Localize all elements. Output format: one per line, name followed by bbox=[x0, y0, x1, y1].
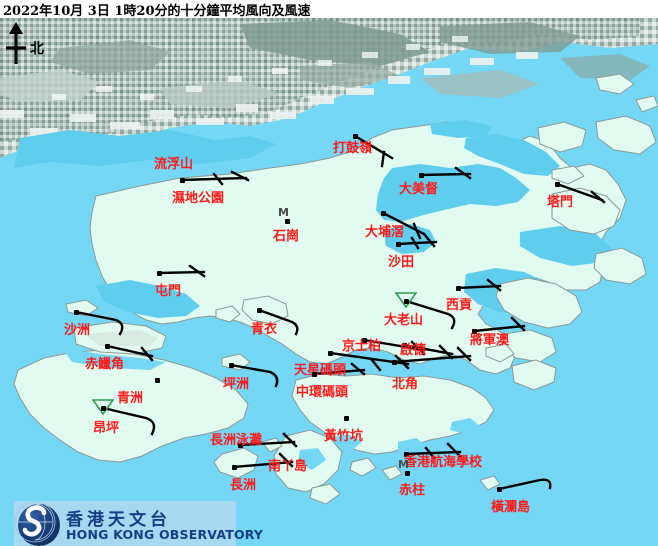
station-label: 屯門 bbox=[155, 284, 182, 299]
station-label: 北角 bbox=[392, 377, 419, 392]
station-dot[interactable] bbox=[405, 471, 410, 476]
station-label: 赤柱 bbox=[399, 483, 426, 498]
station-dot[interactable] bbox=[419, 173, 424, 178]
station-dot[interactable] bbox=[456, 286, 461, 291]
station-label: 石崗 bbox=[273, 229, 300, 244]
station-dot[interactable] bbox=[285, 219, 290, 224]
station-label: 啟德 bbox=[400, 343, 427, 358]
station-label: 香港航海學校 bbox=[404, 455, 483, 470]
station-dot[interactable] bbox=[344, 416, 349, 421]
station-label: 沙洲 bbox=[64, 323, 91, 338]
station-label: 坪洲 bbox=[223, 377, 250, 392]
station-label: 西貢 bbox=[446, 298, 473, 313]
station-label: 昂坪 bbox=[93, 421, 120, 436]
station-label: 長洲 bbox=[230, 478, 257, 493]
station-dot[interactable] bbox=[404, 452, 409, 457]
station-label: 濕地公園 bbox=[172, 191, 225, 206]
station-label: 黃竹坑 bbox=[324, 429, 364, 444]
station-dot[interactable] bbox=[155, 378, 160, 383]
station-dot[interactable] bbox=[180, 178, 185, 183]
station-label: 中環碼頭 bbox=[296, 385, 349, 400]
station-dot[interactable] bbox=[353, 134, 358, 139]
north-label: 北 bbox=[30, 41, 44, 57]
station-label: 天星碼頭 bbox=[294, 363, 347, 378]
station-label: 大埔滘 bbox=[365, 225, 405, 240]
station-dot[interactable] bbox=[74, 310, 79, 315]
station-dot[interactable] bbox=[362, 338, 367, 343]
station-dot[interactable] bbox=[396, 242, 401, 247]
station-dot[interactable] bbox=[404, 299, 409, 304]
logo-chinese-text: 香港天文台 bbox=[66, 510, 171, 530]
station-label: 長洲泳灘 bbox=[210, 433, 263, 448]
station-label: 南丫島 bbox=[268, 459, 308, 474]
station-marker-triangle bbox=[92, 399, 114, 415]
station-dot[interactable] bbox=[232, 465, 237, 470]
station-label: 大美督 bbox=[399, 182, 439, 197]
station-label: 流浮山 bbox=[154, 157, 194, 172]
station-dot[interactable] bbox=[402, 343, 407, 348]
station-dot[interactable] bbox=[381, 211, 386, 216]
station-dot[interactable] bbox=[229, 363, 234, 368]
station-marker-m: M bbox=[278, 206, 289, 219]
map-canvas[interactable]: 北 打鼓嶺流浮山濕地公園 M 石崗 大美督塔門大埔滘沙田屯門西貢大老山沙洲 青衣赤鱲角 京… bbox=[0, 18, 658, 546]
station-dot[interactable] bbox=[555, 182, 560, 187]
station-dot[interactable] bbox=[257, 308, 262, 313]
station-dot[interactable] bbox=[328, 351, 333, 356]
station-label: 青洲 bbox=[117, 391, 144, 406]
station-dot[interactable] bbox=[238, 443, 243, 448]
station-label: 沙田 bbox=[388, 255, 415, 270]
station-label: 橫瀾島 bbox=[491, 500, 531, 515]
station-label: 京士柏 bbox=[342, 339, 382, 354]
station-dot[interactable] bbox=[101, 406, 106, 411]
station-label: 大老山 bbox=[384, 313, 424, 328]
title-bar: 2022年10月 3日 1時20分的十分鐘平均風向及風速 bbox=[0, 0, 658, 19]
station-dot[interactable] bbox=[157, 271, 162, 276]
station-dot[interactable] bbox=[392, 360, 397, 365]
hko-swirl-icon bbox=[14, 501, 56, 543]
wind-barb-layer bbox=[74, 134, 606, 491]
station-dot[interactable] bbox=[497, 487, 502, 492]
station-marker-triangle bbox=[395, 292, 417, 308]
map-graphics bbox=[0, 18, 658, 546]
station-label: 打鼓嶺 bbox=[333, 141, 373, 156]
station-marker-m: M bbox=[398, 458, 409, 471]
station-label: 塔門 bbox=[547, 195, 574, 210]
page-title: 2022年10月 3日 1時20分的十分鐘平均風向及風速 bbox=[3, 4, 311, 19]
station-dot[interactable] bbox=[312, 372, 317, 377]
north-arrow-icon bbox=[6, 22, 26, 64]
station-dot[interactable] bbox=[105, 344, 110, 349]
station-dot[interactable] bbox=[472, 329, 477, 334]
logo-english-text: HONG KONG OBSERVATORY bbox=[66, 527, 264, 542]
station-label: 將軍澳 bbox=[470, 333, 510, 348]
station-label: 青衣 bbox=[251, 322, 278, 337]
station-label: 赤鱲角 bbox=[85, 357, 125, 372]
hko-logo: 香港天文台 HONG KONG OBSERVATORY bbox=[14, 501, 263, 546]
